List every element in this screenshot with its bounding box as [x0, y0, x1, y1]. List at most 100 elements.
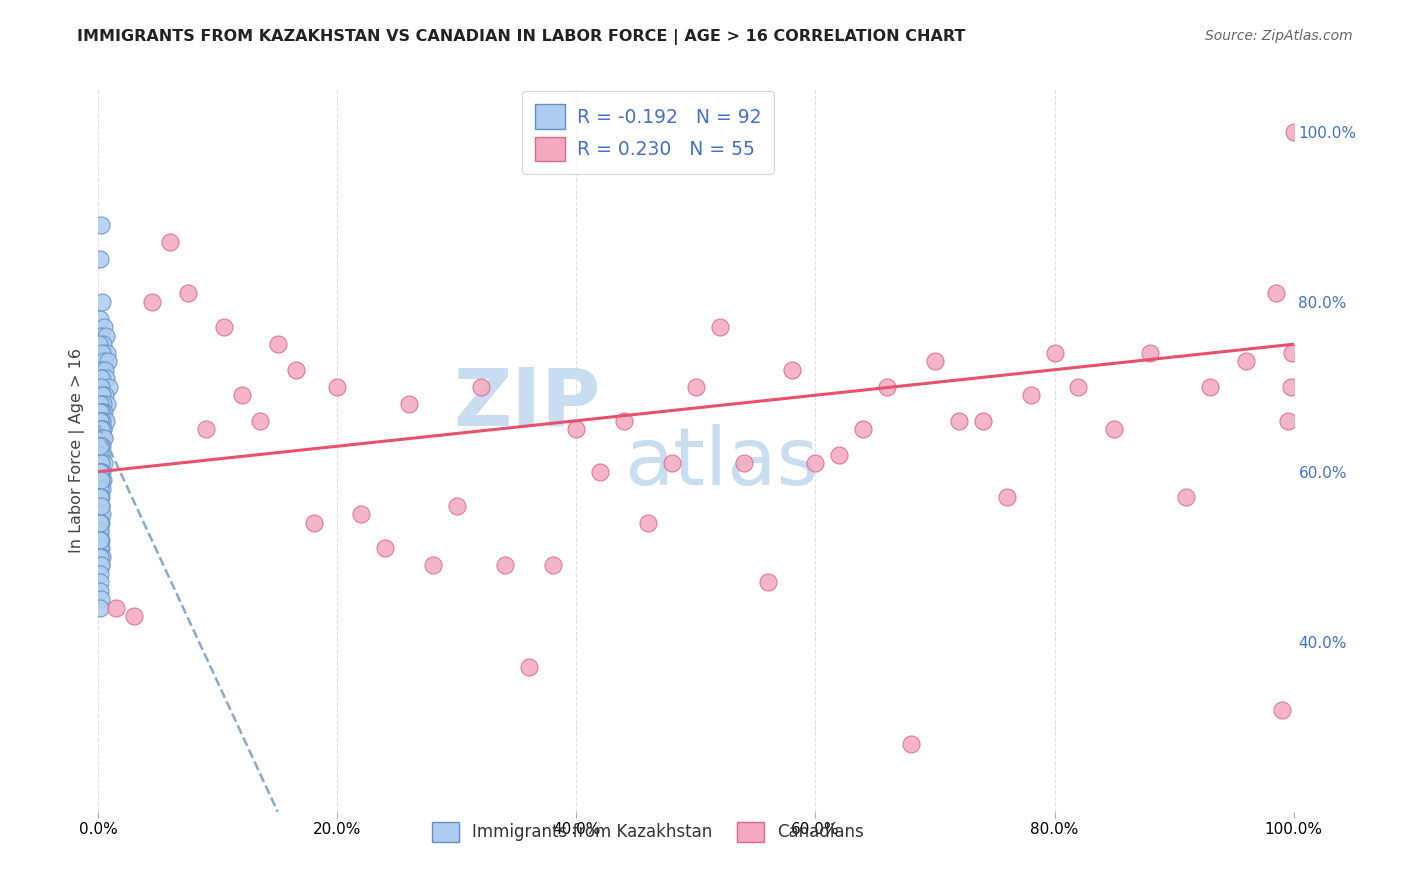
Point	[326, 380, 349, 394]
Point	[709, 320, 731, 334]
Point	[89, 490, 111, 504]
Point	[89, 516, 111, 530]
Point	[90, 422, 112, 436]
Point	[89, 465, 111, 479]
Point	[89, 516, 111, 530]
Point	[804, 456, 827, 470]
Point	[96, 345, 118, 359]
Point	[89, 549, 111, 564]
Point	[517, 660, 540, 674]
Point	[995, 490, 1018, 504]
Point	[422, 558, 444, 573]
Point	[685, 380, 707, 394]
Point	[97, 354, 120, 368]
Point	[90, 456, 112, 470]
Point	[89, 533, 111, 547]
Point	[780, 362, 803, 376]
Point	[1279, 380, 1302, 394]
Point	[89, 448, 111, 462]
Point	[90, 371, 112, 385]
Point	[91, 388, 114, 402]
Point	[733, 456, 755, 470]
Point	[948, 414, 970, 428]
Point	[90, 362, 112, 376]
Point	[177, 286, 200, 301]
Point	[94, 328, 117, 343]
Point	[91, 405, 114, 419]
Point	[1234, 354, 1257, 368]
Point	[1264, 286, 1286, 301]
Point	[249, 414, 271, 428]
Point	[446, 499, 468, 513]
Point	[90, 473, 112, 487]
Point	[90, 380, 112, 394]
Point	[924, 354, 946, 368]
Point	[89, 558, 111, 573]
Point	[91, 422, 114, 436]
Point	[1104, 422, 1126, 436]
Y-axis label: In Labor Force | Age > 16: In Labor Force | Age > 16	[69, 348, 84, 553]
Point	[90, 439, 112, 453]
Point	[141, 294, 163, 309]
Point	[91, 337, 114, 351]
Point	[89, 414, 111, 428]
Point	[374, 541, 396, 556]
Point	[90, 499, 112, 513]
Point	[302, 516, 325, 530]
Point	[91, 439, 114, 453]
Point	[89, 600, 111, 615]
Point	[89, 549, 111, 564]
Point	[90, 388, 112, 402]
Point	[91, 507, 114, 521]
Point	[1175, 490, 1198, 504]
Point	[89, 439, 111, 453]
Point	[90, 473, 112, 487]
Point	[89, 337, 111, 351]
Point	[267, 337, 290, 351]
Point	[90, 218, 112, 232]
Point	[89, 431, 111, 445]
Point	[90, 328, 112, 343]
Point	[212, 320, 235, 334]
Point	[90, 422, 112, 436]
Text: Source: ZipAtlas.com: Source: ZipAtlas.com	[1205, 29, 1353, 43]
Point	[93, 320, 115, 334]
Point	[90, 558, 112, 573]
Point	[470, 380, 492, 394]
Point	[90, 414, 112, 428]
Point	[159, 235, 181, 250]
Point	[105, 600, 128, 615]
Point	[565, 422, 588, 436]
Point	[613, 414, 636, 428]
Point	[89, 448, 111, 462]
Point	[284, 362, 307, 376]
Point	[1277, 414, 1299, 428]
Point	[93, 431, 115, 445]
Point	[876, 380, 898, 394]
Point	[98, 380, 121, 394]
Point	[589, 465, 612, 479]
Point	[541, 558, 564, 573]
Point	[89, 583, 111, 598]
Point	[124, 609, 146, 624]
Point	[1281, 345, 1303, 359]
Point	[661, 456, 683, 470]
Legend: Immigrants from Kazakhstan, Canadians: Immigrants from Kazakhstan, Canadians	[423, 814, 873, 850]
Point	[972, 414, 994, 428]
Point	[90, 558, 112, 573]
Point	[828, 448, 851, 462]
Point	[90, 431, 112, 445]
Point	[96, 397, 118, 411]
Point	[89, 465, 111, 479]
Point	[89, 311, 111, 326]
Point	[1019, 388, 1042, 402]
Point	[398, 397, 420, 411]
Point	[94, 414, 117, 428]
Text: ZIP: ZIP	[453, 365, 600, 442]
Point	[350, 507, 373, 521]
Point	[90, 397, 112, 411]
Point	[93, 354, 115, 368]
Point	[1199, 380, 1222, 394]
Point	[89, 252, 111, 267]
Point	[90, 516, 112, 530]
